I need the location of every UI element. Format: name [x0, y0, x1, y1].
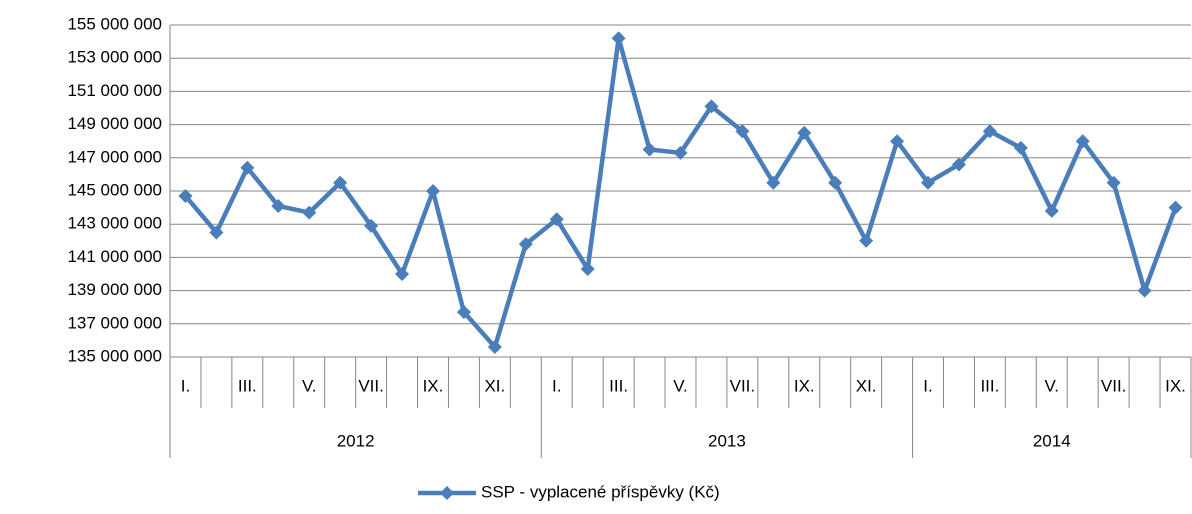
- y-tick-label: 149 000 000: [67, 114, 162, 133]
- data-point: [178, 188, 193, 203]
- data-point: [333, 175, 348, 190]
- legend-marker: [440, 486, 454, 500]
- data-point: [364, 218, 379, 233]
- data-point: [828, 175, 843, 190]
- data-point: [921, 175, 936, 190]
- data-point: [642, 142, 657, 157]
- y-tick-label: 155 000 000: [67, 14, 162, 33]
- x-tick-label: V.: [1045, 376, 1060, 395]
- data-point: [487, 340, 502, 355]
- x-tick-label: I.: [552, 376, 561, 395]
- x-tick-label: IX.: [423, 376, 444, 395]
- data-point: [797, 125, 812, 140]
- data-point: [1075, 134, 1090, 149]
- data-point: [456, 305, 471, 320]
- data-point: [890, 134, 905, 149]
- series-line: [183, 36, 1178, 350]
- data-point: [766, 175, 781, 190]
- data-point: [735, 124, 750, 139]
- data-point: [1044, 203, 1059, 218]
- x-tick-label: I.: [923, 376, 932, 395]
- x-tick-label: VII.: [730, 376, 756, 395]
- x-tick-label: VII.: [1101, 376, 1127, 395]
- group-label: 2012: [337, 431, 375, 450]
- group-label: 2014: [1033, 431, 1071, 450]
- data-point: [1137, 283, 1152, 298]
- group-label: 2013: [708, 431, 746, 450]
- y-tick-label: 147 000 000: [67, 147, 162, 166]
- y-tick-label: 141 000 000: [67, 247, 162, 266]
- data-point: [425, 184, 440, 198]
- data-point: [271, 198, 286, 213]
- x-tick-label: I.: [181, 376, 190, 395]
- y-tick-label: 143 000 000: [67, 214, 162, 233]
- x-tick-label: IX.: [1165, 376, 1186, 395]
- data-point: [1168, 200, 1183, 215]
- y-tick-label: 145 000 000: [67, 180, 162, 199]
- y-tick-label: 151 000 000: [67, 81, 162, 100]
- data-point: [1013, 140, 1028, 155]
- data-point: [580, 262, 595, 277]
- x-tick-label: III.: [238, 376, 257, 395]
- x-tick-label: IX.: [794, 376, 815, 395]
- data-point: [209, 225, 224, 240]
- y-tick-label: 139 000 000: [67, 280, 162, 299]
- data-point: [611, 31, 626, 46]
- y-tick-label: 137 000 000: [67, 313, 162, 332]
- data-point: [302, 205, 317, 220]
- x-tick-label: V.: [673, 376, 688, 395]
- x-tick-label: III.: [609, 376, 628, 395]
- data-point: [673, 145, 688, 160]
- data-point: [951, 157, 966, 172]
- data-point: [982, 124, 997, 139]
- legend-label: SSP - vyplacené příspěvky (Kč): [481, 482, 720, 501]
- data-point: [518, 237, 533, 252]
- x-tick-label: VII.: [358, 376, 384, 395]
- data-point: [704, 99, 719, 114]
- y-tick-label: 135 000 000: [67, 346, 162, 365]
- x-tick-label: V.: [302, 376, 317, 395]
- data-point: [549, 212, 564, 227]
- x-tick-label: XI.: [856, 376, 877, 395]
- y-tick-label: 153 000 000: [67, 48, 162, 67]
- x-tick-label: III.: [980, 376, 999, 395]
- data-point: [240, 160, 255, 175]
- data-point: [859, 233, 874, 248]
- x-tick-label: XI.: [484, 376, 505, 395]
- data-point: [1106, 175, 1121, 190]
- data-point: [395, 267, 410, 281]
